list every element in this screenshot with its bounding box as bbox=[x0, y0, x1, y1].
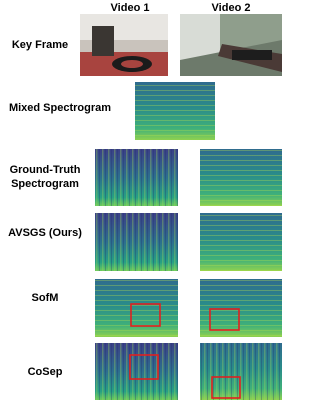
row-label: Spectrogram bbox=[11, 178, 79, 190]
column-header: Video 1 bbox=[111, 2, 150, 14]
spectrogram bbox=[200, 343, 282, 400]
highlight-box bbox=[209, 308, 240, 331]
spectrogram bbox=[95, 343, 178, 400]
figure: Video 1 Video 2 Key Frame Mixed Spectrog… bbox=[8, 2, 282, 400]
highlight-box bbox=[129, 354, 159, 380]
spectrogram bbox=[95, 213, 178, 271]
column-header: Video 2 bbox=[212, 2, 251, 14]
spectrogram bbox=[95, 149, 178, 206]
spectrogram bbox=[200, 213, 282, 271]
row-label: AVSGS (Ours) bbox=[8, 227, 82, 239]
row-label: CoSep bbox=[28, 366, 63, 378]
key-frame-image bbox=[180, 14, 282, 76]
spectrogram bbox=[200, 149, 282, 206]
row-label: Mixed Spectrogram bbox=[9, 102, 111, 114]
spectrogram bbox=[200, 279, 282, 337]
highlight-box bbox=[130, 303, 161, 327]
row-label: SofM bbox=[32, 292, 59, 304]
row-label: Ground-Truth bbox=[10, 164, 81, 176]
key-frame-image bbox=[80, 14, 168, 76]
row-label: Key Frame bbox=[12, 39, 68, 51]
spectrogram bbox=[135, 82, 215, 140]
spectrogram bbox=[95, 279, 178, 337]
highlight-box bbox=[211, 376, 241, 399]
